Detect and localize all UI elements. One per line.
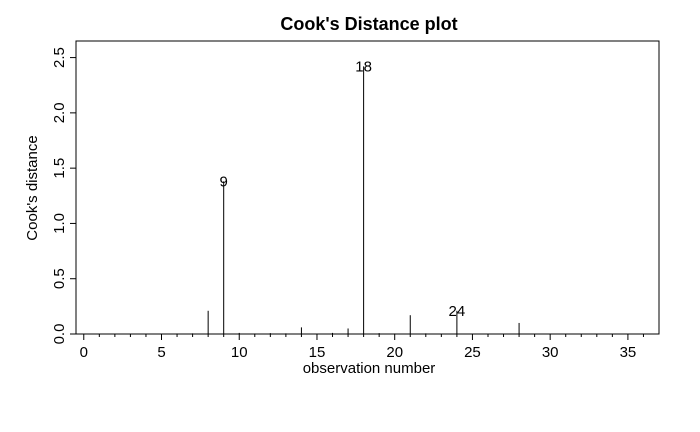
y-tick-label: 2.5 [51, 47, 68, 68]
observation-label: 24 [449, 303, 466, 320]
x-tick-label: 30 [542, 344, 559, 361]
x-tick-label: 25 [464, 344, 481, 361]
y-tick-label: 2.0 [51, 102, 68, 123]
plot-frame [75, 40, 660, 335]
x-tick-label: 20 [386, 344, 403, 361]
x-axis: 0 5 10 15 20 25 30 35 [80, 334, 644, 361]
y-axis: 0.0 0.5 1.0 1.5 2.0 2.5 [51, 47, 76, 344]
y-axis-label: Cook's distance [24, 135, 41, 240]
x-axis-label: observation number [303, 360, 436, 377]
y-tick-label: 1.0 [51, 213, 68, 234]
point-annotations: 9 18 24 [220, 58, 466, 319]
observation-label: 9 [220, 173, 228, 190]
x-tick-label: 0 [80, 344, 88, 361]
y-tick-label: 1.5 [51, 158, 68, 179]
x-tick-label: 15 [309, 344, 326, 361]
data-spikes [83, 66, 644, 334]
observation-label: 18 [355, 58, 372, 75]
x-tick-label: 5 [157, 344, 165, 361]
y-tick-label: 0.0 [51, 324, 68, 345]
x-tick-label: 35 [620, 344, 637, 361]
x-tick-label: 10 [231, 344, 248, 361]
chart-title: Cook's Distance plot [280, 14, 457, 34]
y-tick-label: 0.5 [51, 268, 68, 289]
